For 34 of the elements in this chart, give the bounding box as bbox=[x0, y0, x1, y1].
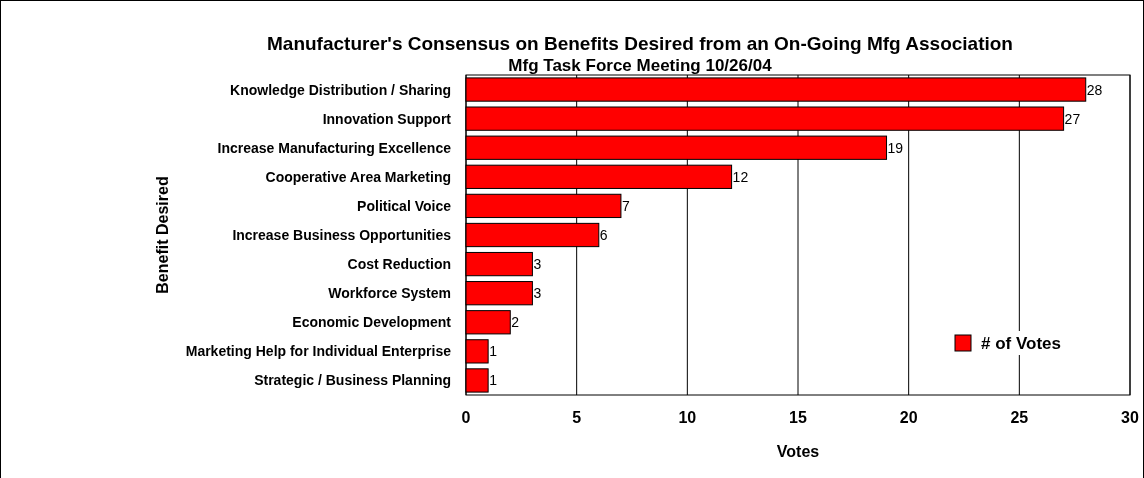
data-label: 7 bbox=[621, 197, 630, 214]
data-label: 28 bbox=[1086, 81, 1103, 98]
data-label: 19 bbox=[887, 139, 904, 156]
y-tick-label: Knowledge Distribution / Sharing bbox=[230, 81, 451, 98]
y-tick-label: Marketing Help for Individual Enterprise bbox=[185, 343, 452, 360]
y-tick-label: Economic Development bbox=[292, 314, 452, 331]
y-tick-label: Strategic / Business Planning bbox=[254, 372, 451, 389]
data-label: 12 bbox=[732, 168, 749, 185]
x-tick-label: 0 bbox=[461, 409, 471, 426]
y-tick-label: Increase Business Opportunities bbox=[232, 227, 452, 243]
x-tick-label: 15 bbox=[789, 409, 807, 426]
x-tick-label: 25 bbox=[1010, 409, 1029, 426]
data-label: 3 bbox=[533, 285, 542, 302]
y-tick-label: Innovation Support bbox=[322, 110, 452, 127]
y-tick-label: Cost Reduction bbox=[347, 256, 451, 273]
x-axis-title: Votes bbox=[776, 443, 820, 460]
chart-title: Manufacturer's Consensus on Benefits Desired from an On-Going Mfg Association bbox=[267, 33, 1013, 54]
x-tick-label: 20 bbox=[899, 409, 918, 426]
data-label: 6 bbox=[599, 227, 608, 243]
x-tick-label: 10 bbox=[678, 409, 697, 426]
x-tick-label: 5 bbox=[572, 409, 582, 426]
y-tick-label: Political Voice bbox=[357, 197, 452, 214]
chart-subtitle: Mfg Task Force Meeting 10/26/04 bbox=[508, 56, 773, 75]
data-label: 2 bbox=[511, 314, 520, 331]
data-label: 27 bbox=[1064, 110, 1081, 127]
y-tick-label: Cooperative Area Marketing bbox=[265, 168, 451, 185]
data-label: 3 bbox=[533, 256, 542, 273]
legend-label: # of Votes bbox=[981, 334, 1061, 353]
y-tick-label: Workforce System bbox=[328, 285, 451, 302]
y-axis-title: Benefit Desired bbox=[154, 176, 171, 294]
y-tick-label: Increase Manufacturing Excellence bbox=[217, 139, 452, 156]
data-label: 1 bbox=[489, 343, 498, 360]
x-tick-label: 30 bbox=[1121, 409, 1139, 426]
data-label: 1 bbox=[489, 372, 498, 389]
